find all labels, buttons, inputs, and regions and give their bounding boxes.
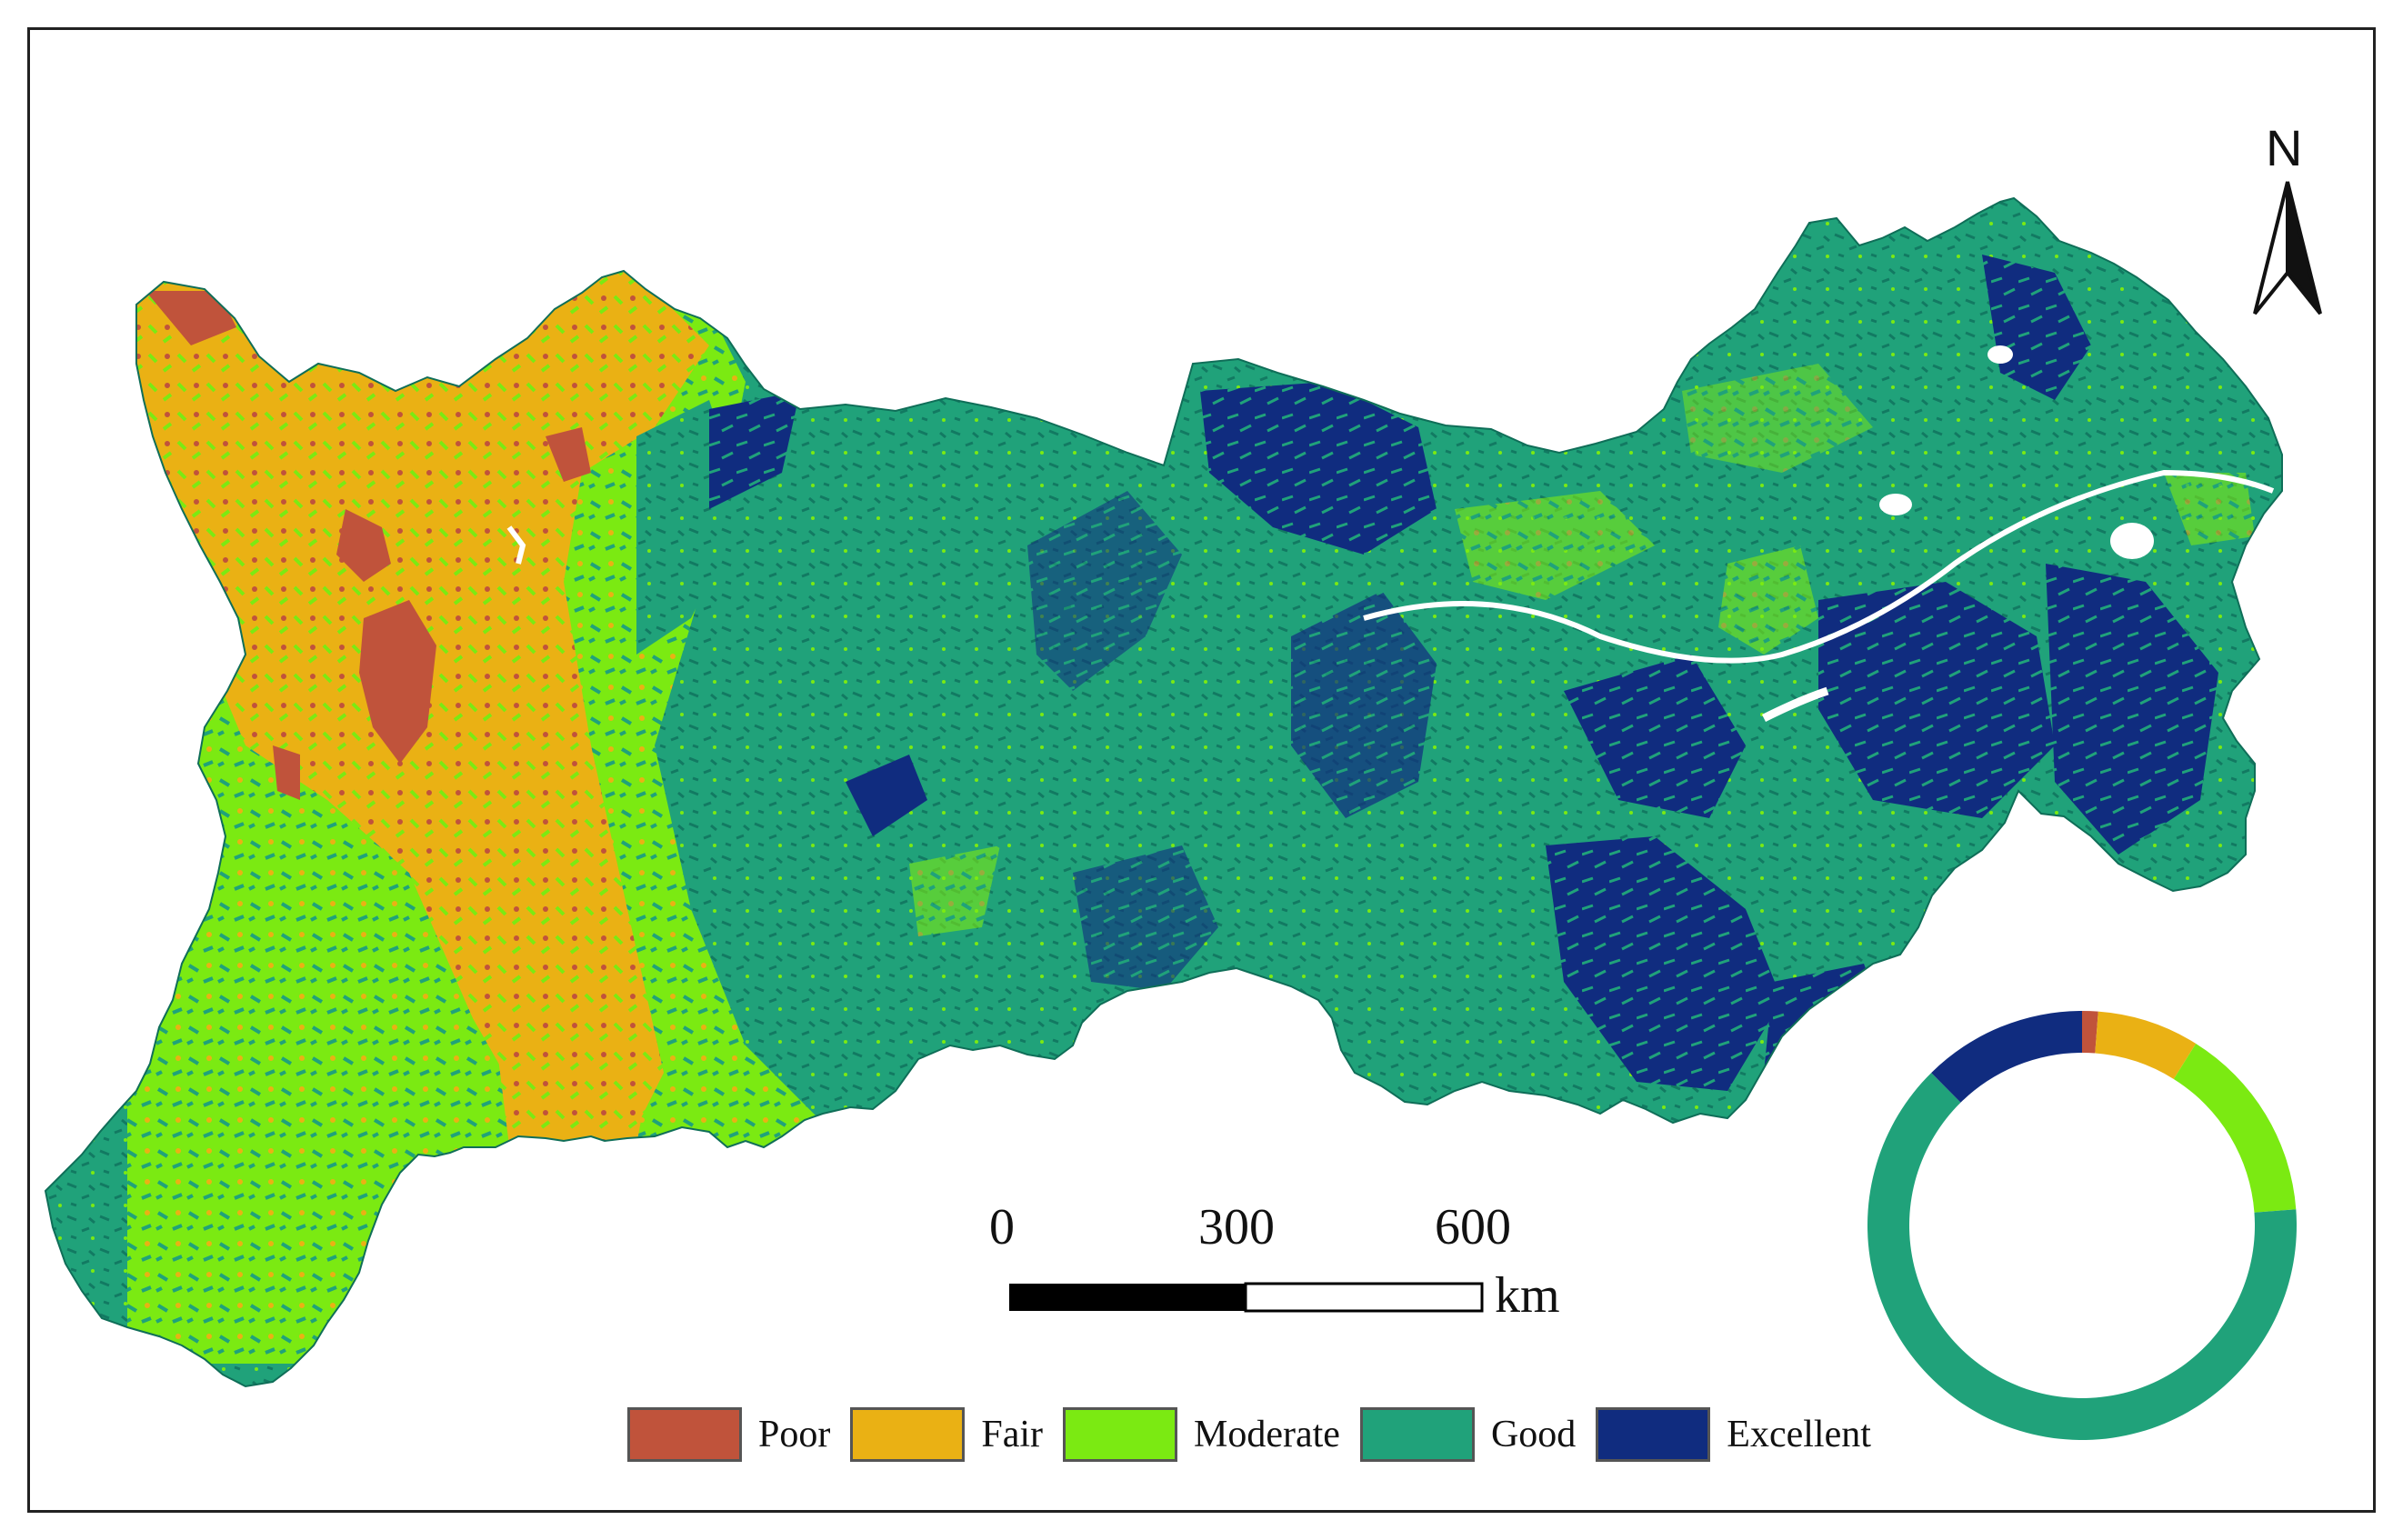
proportion-donut-chart bbox=[1867, 1011, 2298, 1441]
map-zone-moderate-east-2 bbox=[1682, 364, 1873, 473]
map-frame bbox=[27, 27, 2376, 1513]
legend-swatch-moderate bbox=[1063, 1407, 1178, 1462]
scale-tick-300: 300 bbox=[1198, 1199, 1275, 1255]
map-river-lake-area bbox=[1761, 686, 1829, 723]
scale-tick-600: 600 bbox=[1435, 1199, 1511, 1255]
map-zone-excellent-northridge bbox=[1200, 382, 1437, 555]
legend-label-good: Good bbox=[1490, 1414, 1577, 1455]
map-lake-2 bbox=[1879, 494, 1912, 515]
legend-label-poor: Poor bbox=[758, 1414, 831, 1455]
map-zone-excellent-basin-c bbox=[846, 755, 927, 836]
north-label: N bbox=[2266, 119, 2303, 176]
map-zone-fair-south bbox=[491, 964, 655, 1182]
donut-slice-moderate bbox=[2173, 1043, 2297, 1213]
map-zone-moderate-east-3 bbox=[1718, 545, 1818, 655]
legend-swatch-fair bbox=[850, 1407, 966, 1462]
scale-tick-0: 0 bbox=[989, 1199, 1015, 1255]
map-zone-moderate-coast bbox=[2164, 473, 2255, 545]
map-zone-excellent-southeast bbox=[1764, 964, 1891, 1091]
legend-label-excellent: Excellent bbox=[1727, 1414, 1871, 1455]
map-zone-excellent-east-3 bbox=[1818, 582, 2055, 818]
scale-bar bbox=[1009, 1282, 1484, 1313]
map-zone-moderate-basin bbox=[909, 845, 1000, 936]
legend-swatch-poor bbox=[627, 1407, 742, 1462]
legend-label-moderate: Moderate bbox=[1194, 1414, 1340, 1455]
map-zone-excellent-east-1 bbox=[1564, 655, 1746, 818]
scale-unit: km bbox=[1495, 1267, 1560, 1324]
legend: Poor Fair Moderate Good Excellent bbox=[627, 1407, 1871, 1462]
map-zone-excellent-south-1 bbox=[1073, 845, 1218, 991]
legend-item-fair: Fair bbox=[850, 1407, 1043, 1462]
legend-item-excellent: Excellent bbox=[1596, 1407, 1871, 1462]
donut-slice-good bbox=[1867, 1073, 2298, 1441]
legend-item-moderate: Moderate bbox=[1063, 1407, 1340, 1462]
map-zone-excellent-basin-e bbox=[1027, 491, 1182, 691]
map-river-west bbox=[506, 525, 526, 565]
map-zone-poor-5 bbox=[546, 427, 591, 482]
map-river-main bbox=[1363, 470, 2275, 664]
donut-slice-fair bbox=[2095, 1011, 2197, 1079]
legend-item-poor: Poor bbox=[627, 1407, 830, 1462]
map-zone-excellent-central bbox=[1291, 591, 1437, 818]
legend-swatch-good bbox=[1359, 1407, 1475, 1462]
north-arrow bbox=[2253, 181, 2322, 315]
map-zone-moderate-east-1 bbox=[1455, 491, 1655, 600]
map-zone-excellent-basin-nw bbox=[709, 391, 800, 509]
map-lake-3 bbox=[1987, 345, 2013, 364]
donut-slice-poor bbox=[2082, 1011, 2098, 1054]
donut-slice-excellent bbox=[1931, 1011, 2082, 1103]
legend-swatch-excellent bbox=[1596, 1407, 1711, 1462]
map-zone-poor-4 bbox=[273, 745, 300, 800]
map-lake-1 bbox=[2110, 523, 2154, 559]
map-zone-poor-1 bbox=[145, 291, 236, 345]
map-zone-excellent-east-2 bbox=[1546, 836, 1782, 1091]
map-zone-excellent-northeast bbox=[1982, 255, 2091, 400]
scale-bar-light-segment bbox=[1244, 1282, 1484, 1313]
scale-bar-dark-segment bbox=[1009, 1284, 1246, 1311]
legend-item-good: Good bbox=[1359, 1407, 1577, 1462]
map-zone-poor-3 bbox=[359, 600, 436, 764]
legend-label-fair: Fair bbox=[981, 1414, 1044, 1455]
map-zone-poor-2 bbox=[336, 509, 391, 582]
map-zone-excellent-east-4 bbox=[2046, 564, 2218, 855]
